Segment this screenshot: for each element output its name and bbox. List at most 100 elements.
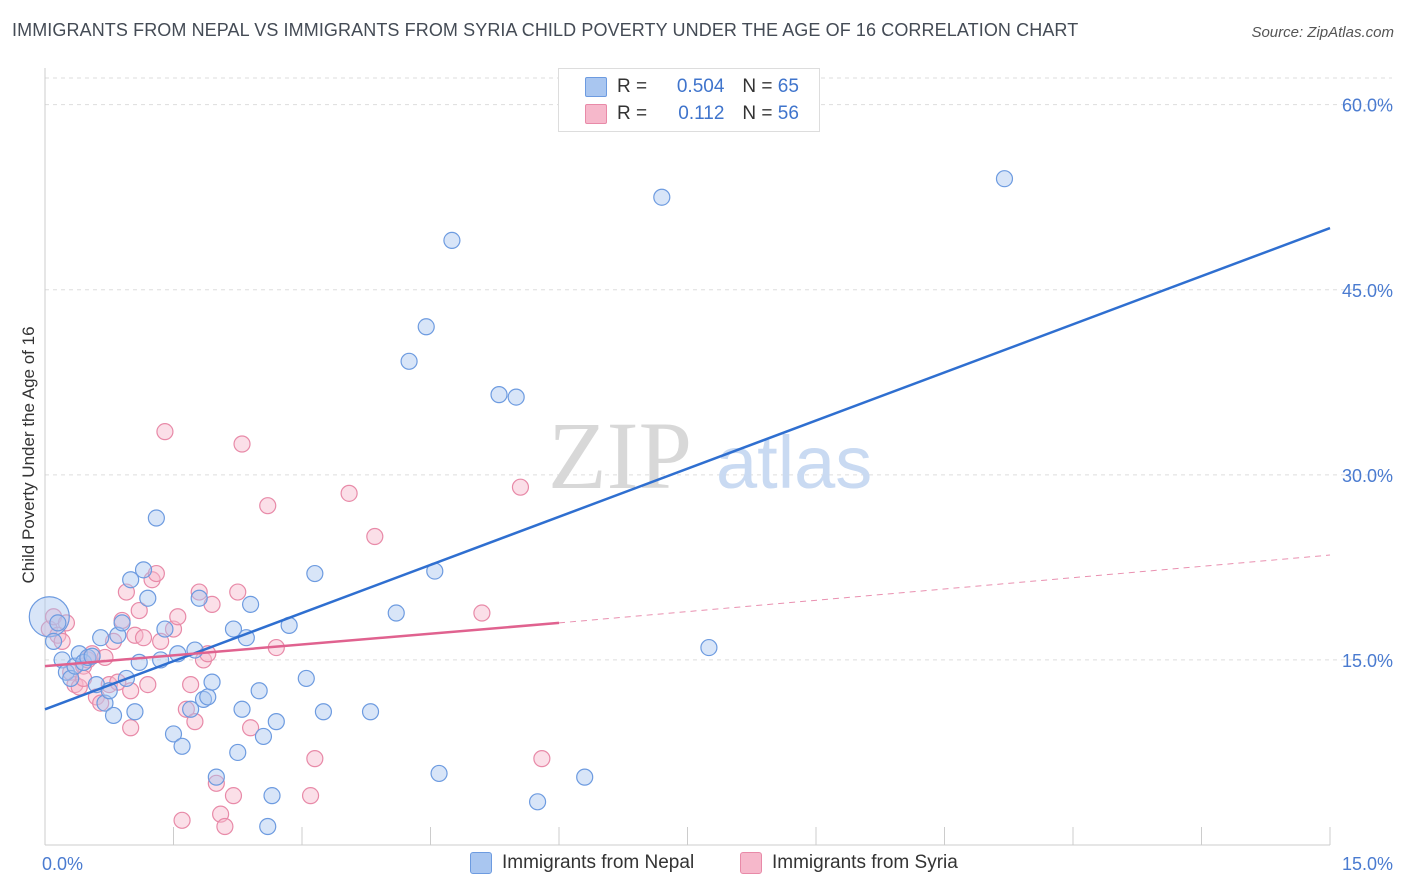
data-point-nepal bbox=[44, 632, 63, 651]
bottom-legend-swatch-syria bbox=[740, 852, 762, 874]
data-point-nepal bbox=[229, 743, 247, 762]
data-point-nepal bbox=[49, 614, 67, 632]
legend-n-label: N = bbox=[742, 76, 773, 97]
data-point-syria bbox=[242, 719, 260, 737]
data-point-syria bbox=[259, 497, 277, 515]
data-point-nepal bbox=[430, 764, 448, 783]
legend-row-syria: R = 0.112 N = 56 bbox=[585, 102, 799, 126]
data-point-syria bbox=[139, 675, 157, 694]
legend-r-value: 0.112 bbox=[678, 103, 725, 124]
data-point-syria bbox=[207, 774, 225, 792]
data-point-nepal bbox=[113, 614, 131, 632]
data-point-syria bbox=[173, 811, 191, 829]
legend-n-label: N = bbox=[742, 103, 773, 124]
data-point-syria bbox=[130, 601, 148, 620]
trend-line-nepal bbox=[44, 226, 1331, 711]
data-point-nepal bbox=[254, 727, 273, 746]
data-point-nepal bbox=[224, 620, 243, 638]
data-point-nepal bbox=[164, 725, 183, 743]
data-point-nepal bbox=[104, 706, 123, 725]
legend-n-value: 56 bbox=[777, 103, 799, 124]
data-point-syria bbox=[182, 675, 200, 694]
data-point-nepal bbox=[190, 589, 208, 607]
data-point-syria bbox=[216, 817, 234, 836]
grid-lines bbox=[45, 77, 1392, 661]
data-point-nepal bbox=[199, 688, 217, 706]
y-tick-label: 45.0% bbox=[1342, 281, 1393, 301]
y-tick-label: 60.0% bbox=[1342, 96, 1393, 116]
data-point-nepal bbox=[92, 629, 110, 647]
data-point-nepal bbox=[507, 388, 525, 406]
legend-r-label: R = bbox=[617, 103, 648, 124]
y-tick-labels: 15.0% 30.0% 45.0% 60.0% bbox=[1342, 96, 1393, 671]
bottom-legend-syria: Immigrants from Syria bbox=[740, 852, 958, 874]
data-point-syria bbox=[340, 484, 358, 502]
data-point-nepal bbox=[139, 589, 157, 607]
data-point-nepal bbox=[156, 620, 174, 638]
legend-n-value: 65 bbox=[777, 76, 799, 97]
trend-line-syria-extension bbox=[558, 554, 1331, 624]
watermark-atlas: atlas bbox=[716, 421, 872, 504]
data-point-nepal bbox=[182, 700, 200, 718]
trend-lines bbox=[44, 226, 1331, 711]
bottom-legend-label-syria: Immigrants from Syria bbox=[772, 852, 958, 873]
legend-swatch-nepal bbox=[585, 77, 607, 97]
legend-r-value: 0.504 bbox=[676, 76, 725, 97]
legend-r-label: R = bbox=[617, 76, 648, 97]
data-point-syria bbox=[122, 719, 140, 737]
data-point-nepal bbox=[528, 793, 547, 811]
trend-line-syria bbox=[44, 621, 560, 668]
data-point-nepal bbox=[259, 817, 277, 836]
data-point-nepal bbox=[267, 713, 285, 731]
data-point-syria bbox=[190, 583, 208, 601]
data-point-syria bbox=[533, 750, 551, 768]
data-point-nepal bbox=[203, 673, 221, 691]
data-point-syria bbox=[301, 787, 320, 805]
data-point-syria bbox=[92, 694, 110, 712]
y-tick-label: 15.0% bbox=[1342, 651, 1393, 671]
data-point-nepal bbox=[233, 700, 251, 718]
axes bbox=[44, 68, 1331, 846]
chart-title: IMMIGRANTS FROM NEPAL VS IMMIGRANTS FROM… bbox=[12, 20, 1079, 40]
data-point-syria bbox=[306, 750, 324, 768]
data-point-nepal bbox=[263, 787, 281, 805]
bottom-legend-label-nepal: Immigrants from Nepal bbox=[502, 852, 695, 873]
data-point-nepal bbox=[122, 571, 140, 589]
x-tick-labels: 0.0% 15.0% bbox=[42, 854, 1393, 874]
data-point-syria bbox=[147, 564, 165, 583]
watermark-zip: ZIP bbox=[548, 402, 692, 509]
data-point-syria bbox=[224, 787, 243, 805]
data-point-nepal bbox=[134, 561, 153, 579]
series-nepal bbox=[28, 170, 1014, 836]
data-point-nepal bbox=[443, 231, 461, 250]
data-point-nepal bbox=[314, 703, 333, 721]
data-point-nepal bbox=[490, 386, 508, 404]
data-point-syria bbox=[366, 527, 384, 546]
data-point-nepal bbox=[400, 352, 418, 370]
data-point-nepal bbox=[207, 768, 225, 786]
data-point-syria bbox=[177, 700, 195, 718]
bottom-legend-swatch-nepal bbox=[470, 852, 492, 874]
y-tick-label: 30.0% bbox=[1342, 466, 1393, 486]
data-point-syria bbox=[511, 478, 530, 496]
data-point-nepal bbox=[126, 703, 144, 721]
watermark: ZIP atlas bbox=[548, 402, 872, 509]
data-point-nepal bbox=[173, 737, 191, 755]
data-point-nepal bbox=[387, 604, 405, 622]
data-point-nepal bbox=[83, 647, 101, 665]
data-point-nepal bbox=[995, 170, 1014, 188]
data-point-nepal bbox=[70, 645, 88, 663]
x-tick-label: 0.0% bbox=[42, 854, 83, 874]
x-tick-label: 15.0% bbox=[1342, 854, 1393, 874]
series-syria bbox=[40, 423, 551, 836]
data-point-nepal bbox=[306, 564, 324, 583]
data-point-syria bbox=[229, 583, 247, 601]
data-point-syria bbox=[156, 423, 174, 441]
legend: R = 0.504 N = 65 R = 0.112 N = 56 bbox=[558, 68, 820, 132]
data-point-syria bbox=[233, 435, 251, 453]
data-point-nepal bbox=[417, 318, 435, 336]
legend-swatch-syria bbox=[585, 104, 607, 124]
data-point-nepal bbox=[576, 768, 594, 786]
data-point-nepal bbox=[147, 509, 165, 527]
